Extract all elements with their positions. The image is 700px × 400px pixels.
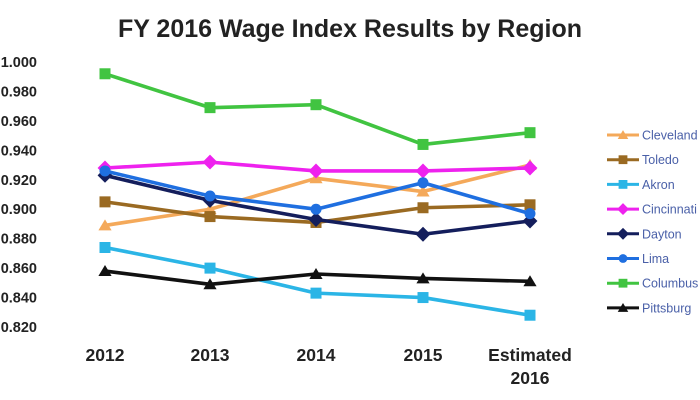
data-point-cincinnati [202, 154, 218, 170]
data-point-pittsburg [416, 272, 430, 284]
data-point-pittsburg [98, 265, 112, 277]
data-point-cincinnati [415, 163, 431, 179]
data-point-lima [310, 203, 322, 215]
legend-label: Lima [642, 252, 669, 266]
legend-label: Columbus [642, 277, 698, 291]
legend-item-lima: Lima [607, 252, 669, 266]
legend-label: Cincinnati [642, 203, 697, 217]
data-point-lima [417, 177, 429, 189]
legend-item-akron: Akron [607, 178, 675, 192]
y-tick-label: 0.820 [1, 320, 37, 336]
x-axis: 2012 2013 2014 2015 Estimated 2016 [86, 345, 572, 388]
x-tick-label: Estimated 2016 [488, 345, 572, 388]
legend-marker [618, 180, 628, 189]
data-point-akron [99, 242, 111, 253]
data-point-toledo [99, 196, 111, 208]
data-point-lima [99, 165, 111, 177]
y-tick-label: 0.980 [1, 84, 37, 100]
y-tick-label: 0.960 [1, 114, 37, 130]
series-lima [99, 165, 536, 220]
plot-area [97, 68, 538, 321]
legend-label: Akron [642, 178, 675, 192]
data-point-columbus [524, 127, 536, 139]
data-point-toledo [417, 202, 429, 214]
legend-label: Pittsburg [642, 301, 691, 315]
legend-label: Dayton [642, 227, 682, 241]
data-point-columbus [310, 99, 322, 111]
data-point-akron [204, 262, 216, 274]
legend-marker [617, 227, 629, 240]
data-point-akron [310, 287, 322, 299]
x-tick-label: 2012 [86, 345, 125, 365]
legend-item-cincinnati: Cincinnati [607, 203, 697, 217]
y-tick-label: 0.920 [1, 173, 37, 189]
legend-marker [617, 303, 629, 312]
data-point-lima [524, 208, 536, 220]
y-tick-label: 0.880 [1, 232, 37, 248]
data-point-cincinnati [308, 163, 324, 179]
data-point-cincinnati [522, 160, 538, 176]
legend-label: Toledo [642, 153, 679, 167]
data-point-lima [204, 190, 216, 202]
series-akron [99, 242, 536, 321]
legend-marker [618, 278, 628, 288]
data-point-cleveland [98, 219, 112, 231]
series-pittsburg [98, 265, 537, 290]
data-point-akron [417, 292, 429, 304]
data-point-toledo [524, 199, 536, 211]
legend-item-columbus: Columbus [607, 277, 698, 291]
legend-marker [618, 254, 628, 263]
y-tick-label: 0.860 [1, 261, 37, 277]
data-point-dayton [308, 212, 324, 227]
y-tick-label: 0.940 [1, 143, 37, 159]
data-point-pittsburg [203, 278, 217, 290]
legend: Cleveland Toledo Akron Cincinnati Dayton Lima… [607, 129, 698, 315]
data-point-toledo [204, 211, 216, 223]
series-cincinnati [97, 154, 538, 179]
series-columbus [99, 68, 536, 150]
data-point-akron [524, 309, 536, 321]
legend-item-toledo: Toledo [607, 153, 679, 167]
chart-title: FY 2016 Wage Index Results by Region [118, 15, 582, 43]
y-axis: 0.820 0.840 0.860 0.880 0.900 0.920 0.940 0.960… [1, 55, 37, 336]
legend-marker [618, 155, 628, 165]
data-point-columbus [417, 138, 429, 150]
legend-item-cleveland: Cleveland [607, 129, 698, 143]
y-tick-label: 0.900 [1, 202, 37, 218]
data-point-columbus [204, 102, 216, 114]
legend-item-pittsburg: Pittsburg [607, 301, 691, 315]
data-point-columbus [99, 68, 111, 80]
data-point-cleveland [416, 185, 430, 197]
legend-marker [617, 130, 629, 139]
x-tick-label: 2014 [297, 345, 336, 365]
legend-item-dayton: Dayton [607, 227, 682, 241]
legend-marker [617, 203, 629, 216]
x-tick-label: 2013 [191, 345, 230, 365]
legend-label: Cleveland [642, 129, 698, 143]
data-point-dayton [415, 226, 431, 242]
data-point-pittsburg [523, 275, 537, 287]
data-point-pittsburg [309, 267, 323, 279]
y-tick-label: 1.000 [1, 55, 37, 71]
y-tick-label: 0.840 [1, 291, 37, 307]
x-tick-label: 2015 [404, 345, 443, 365]
